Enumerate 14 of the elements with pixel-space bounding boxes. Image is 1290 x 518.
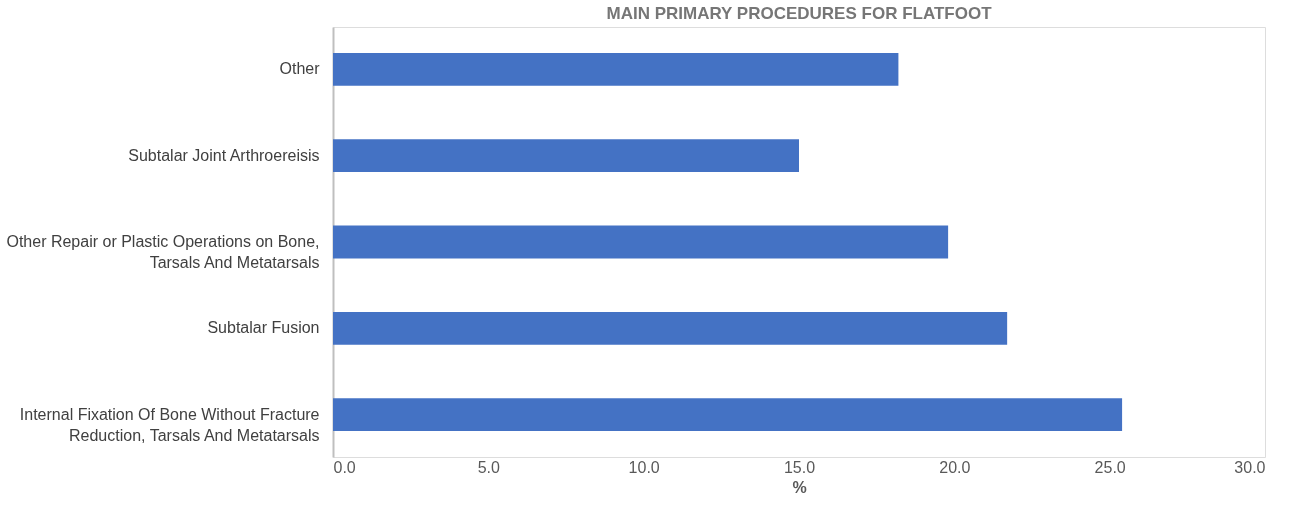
y-tick-label: Other — [279, 60, 321, 78]
x-tick-label: 15.0 — [783, 458, 816, 476]
chart-title: MAIN PRIMARY PROCEDURES FOR FLATFOOT — [606, 4, 993, 23]
x-tick-label: 5.0 — [477, 458, 501, 476]
y-tick-label: Other Repair or Plastic Operations on Bone, Tarsals And Metatarsals — [6, 233, 320, 271]
x-tick-label: 30.0 — [1234, 458, 1266, 476]
y-tick-label: Subtalar Fusion — [207, 319, 320, 337]
y-tick-label: Subtalar Joint Arthroereisis — [128, 146, 320, 164]
x-tick-label: 25.0 — [1094, 458, 1126, 476]
x-tick-label: 20.0 — [939, 458, 971, 476]
y-tick-label: Internal Fixation Of Bone Without Fracture Reduction, Tarsals And Metatarsals — [19, 405, 320, 444]
x-tick-label: 0.0 — [333, 458, 356, 476]
x-tick-label: 10.0 — [628, 458, 660, 476]
x-axis-title: % — [792, 478, 807, 496]
